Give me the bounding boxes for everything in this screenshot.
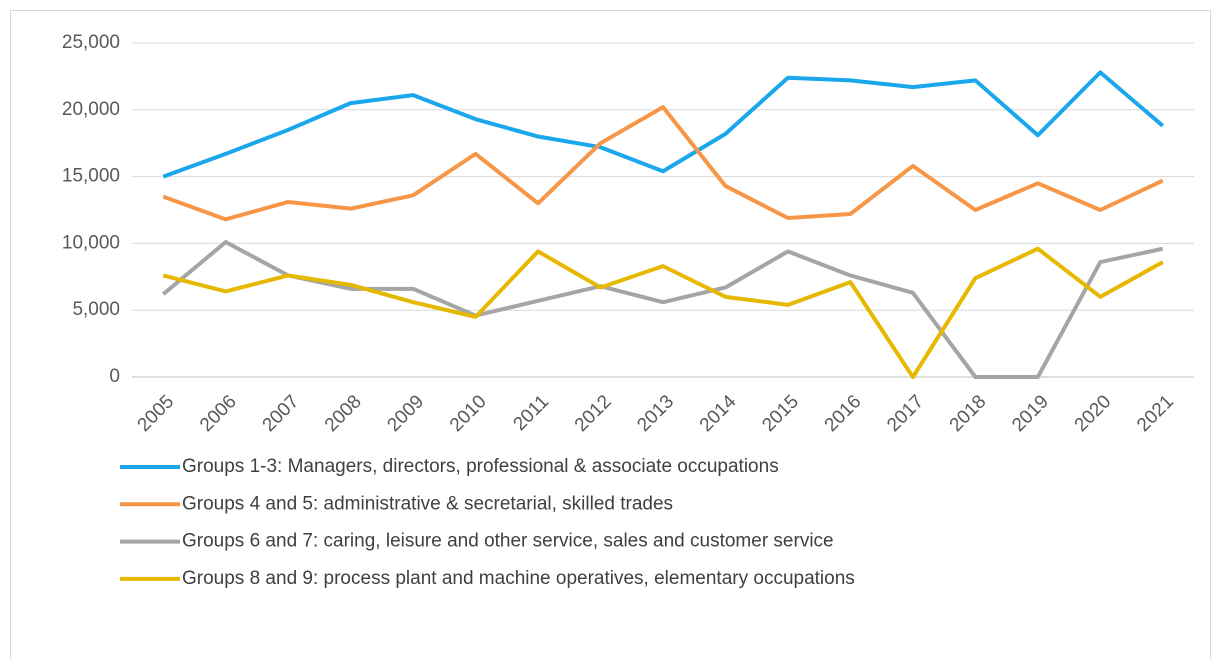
x-tick-label: 2016 — [821, 391, 866, 436]
x-tick-label: 2017 — [883, 391, 928, 436]
chart-frame — [10, 10, 1211, 659]
line-series — [162, 70, 1165, 179]
legend-label: Groups 8 and 9: process plant and machin… — [182, 568, 855, 589]
x-tick-label: 2007 — [259, 391, 304, 436]
x-tick-label: 2011 — [509, 391, 553, 435]
x-tick-label: 2005 — [134, 391, 179, 436]
legend-label: Groups 4 and 5: administrative & secreta… — [182, 493, 673, 514]
y-tick-label: 25,000 — [62, 32, 120, 53]
y-tick-label: 10,000 — [62, 232, 120, 253]
legend-label: Groups 1-3: Managers, directors, profess… — [182, 456, 779, 477]
x-tick-label: 2009 — [383, 391, 428, 436]
x-tick-label: 2008 — [321, 391, 366, 436]
x-tick-label: 2014 — [696, 391, 741, 436]
legend-label: Groups 6 and 7: caring, leisure and othe… — [182, 531, 834, 552]
x-tick-label: 2006 — [196, 391, 241, 436]
x-tick-label: 2020 — [1071, 391, 1116, 436]
y-tick-label: 5,000 — [72, 299, 120, 320]
line-series — [161, 240, 1164, 379]
x-tick-label: 2021 — [1133, 391, 1178, 436]
x-tick-label: 2015 — [758, 391, 803, 436]
y-tick-label: 15,000 — [62, 166, 120, 187]
line-series — [162, 246, 1164, 379]
y-tick-label: 0 — [109, 366, 120, 387]
x-tick-label: 2012 — [571, 391, 616, 436]
x-tick-label: 2010 — [446, 391, 491, 436]
x-tick-label: 2013 — [633, 391, 678, 436]
y-tick-label: 20,000 — [62, 99, 120, 120]
line-series — [162, 105, 1164, 222]
x-tick-label: 2019 — [1008, 391, 1053, 436]
x-tick-label: 2018 — [946, 391, 991, 436]
